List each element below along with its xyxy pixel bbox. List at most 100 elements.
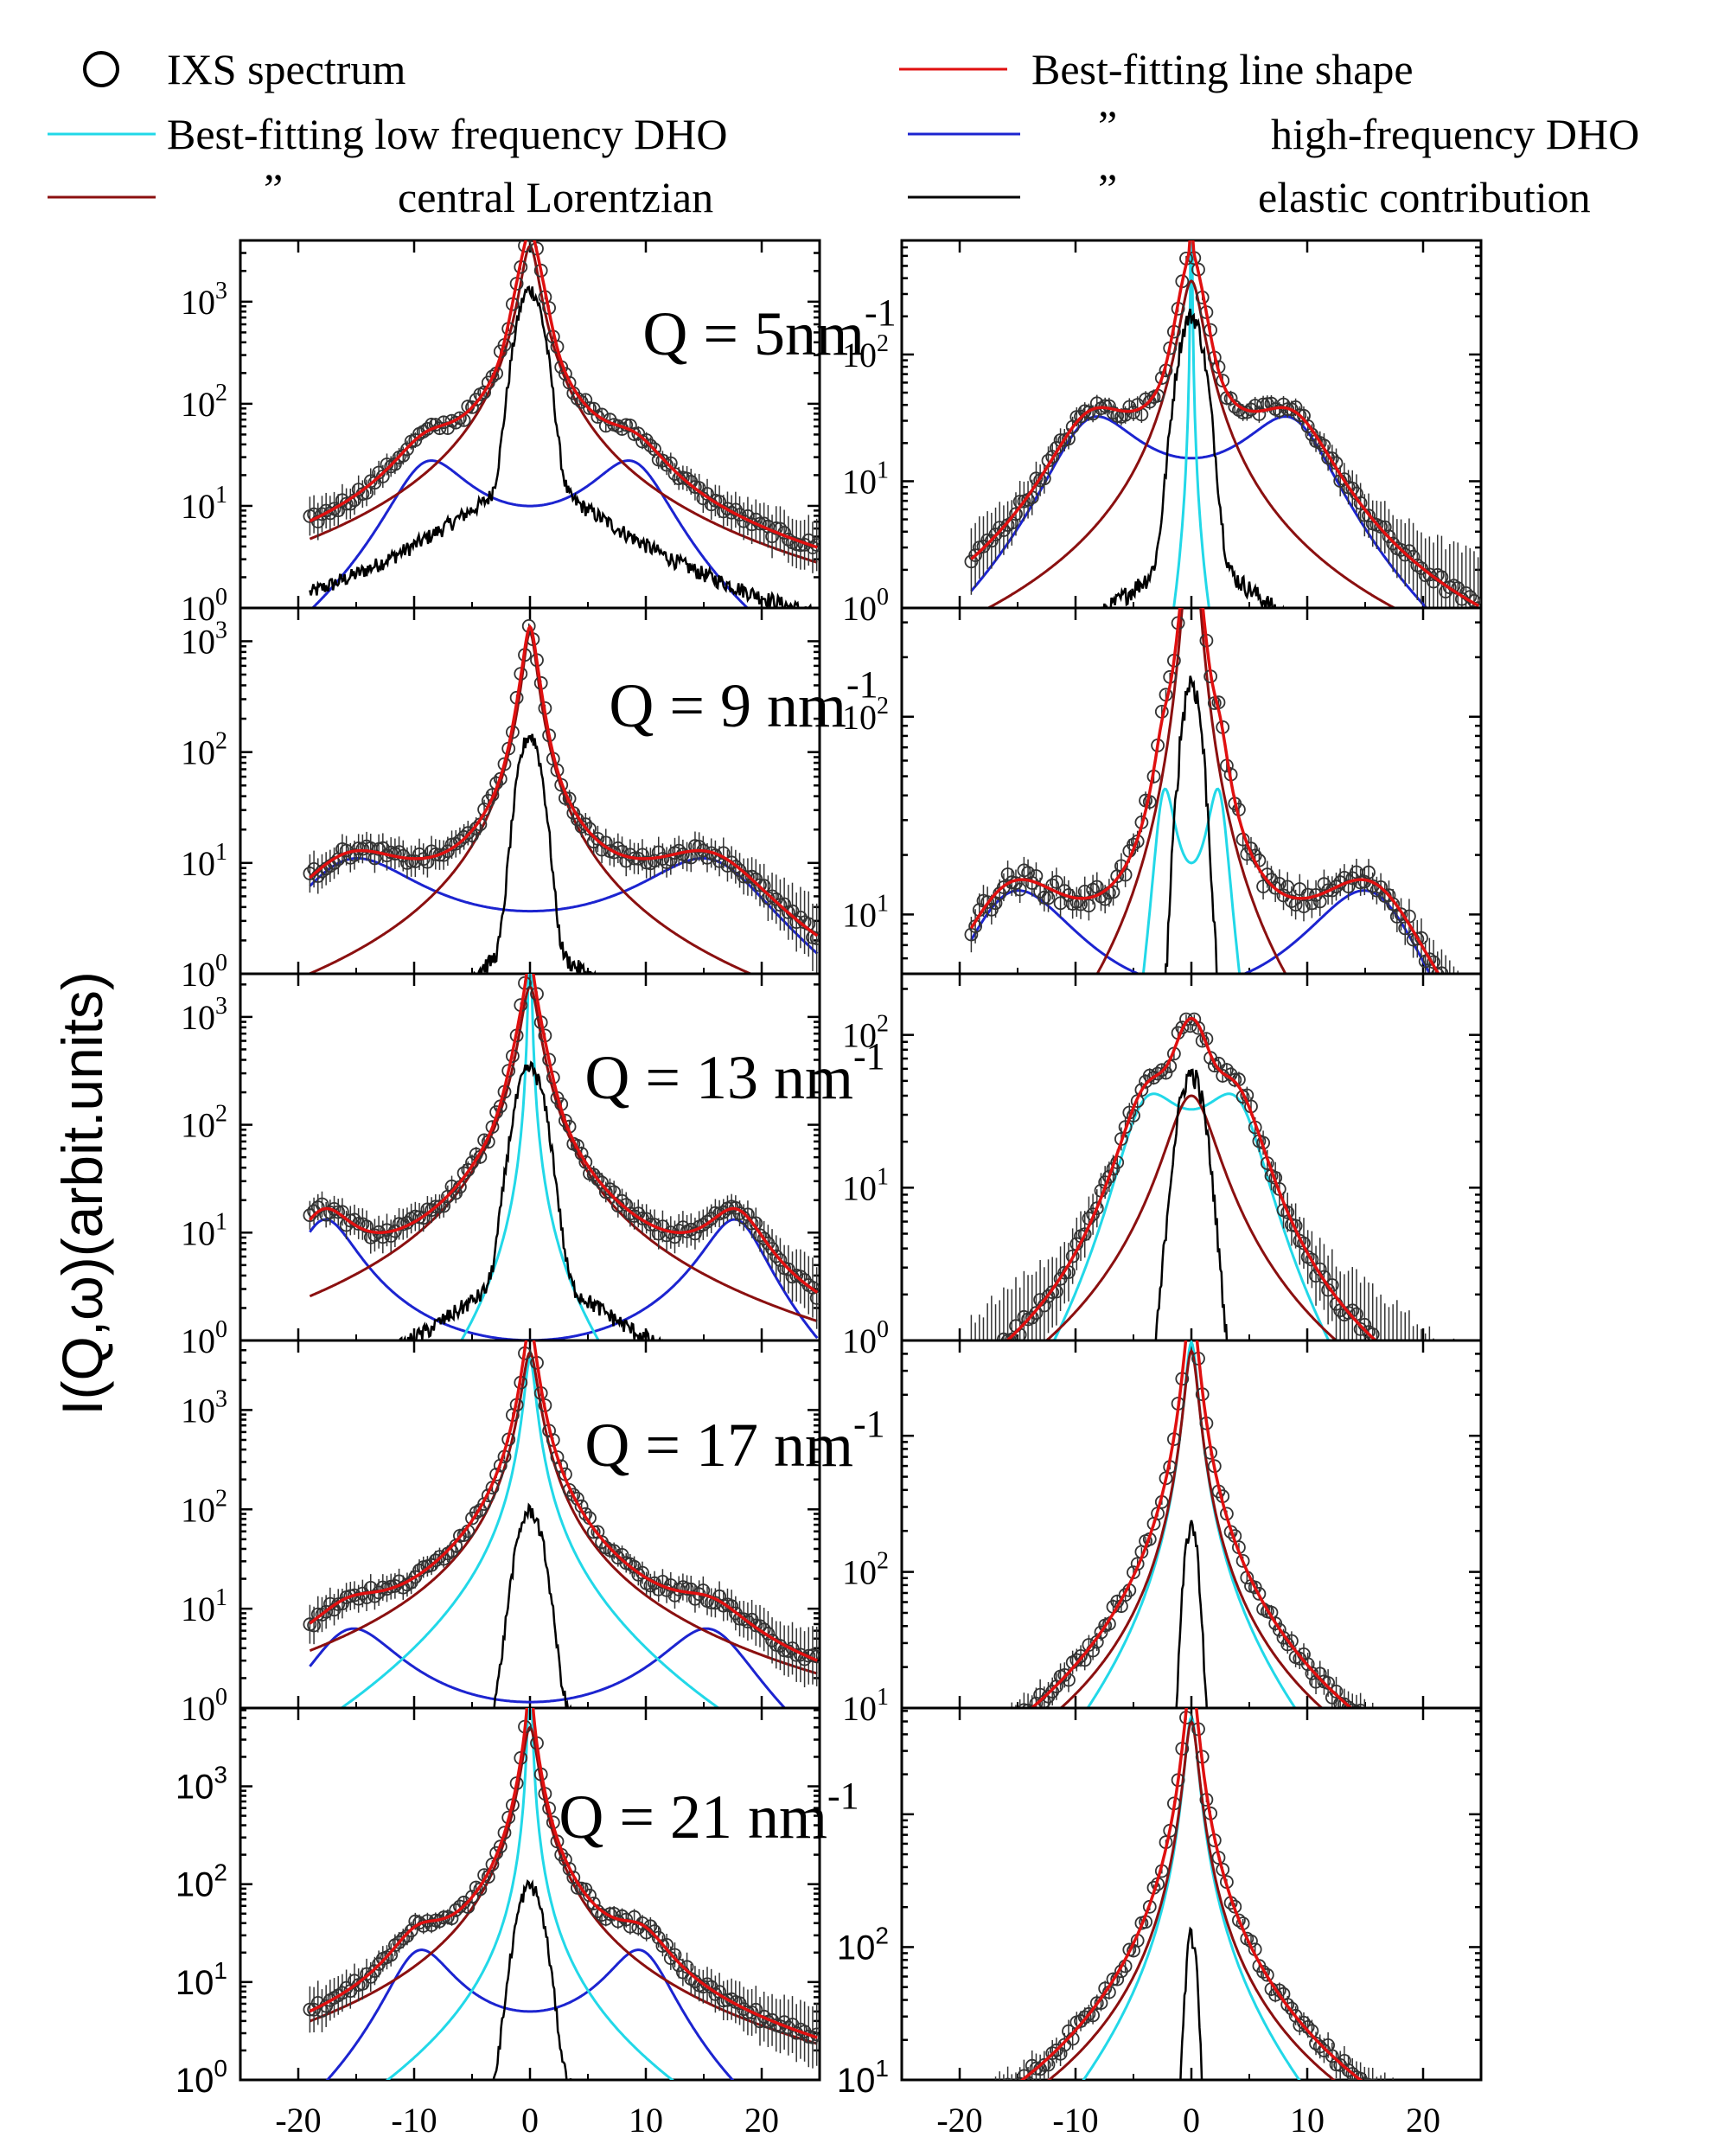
ixs-data-point: [384, 1229, 399, 1243]
ixs-data-point: [1444, 1388, 1456, 1400]
ixs-data-point: [527, 1327, 539, 1339]
central-lorentzian-curve: [1095, 608, 1287, 974]
ixs-data-point: [367, 1228, 382, 1243]
best-fitting-line-shape: [970, 240, 1480, 608]
legend-ditto-high-dho: ”: [1098, 101, 1117, 150]
ixs-data-point: [1154, 1063, 1169, 1078]
ixs-data-point: [627, 427, 642, 441]
x-tick-label: 0: [521, 2101, 539, 2140]
ixs-data-point: [387, 457, 402, 471]
ixs-data-point: [319, 1604, 334, 1619]
ixs-data-point: [1293, 408, 1307, 423]
ixs-data-point: [1472, 1400, 1484, 1412]
y-tick-label: 102: [842, 693, 889, 737]
panel-r3-right: 100 101 102: [842, 972, 1484, 1412]
ixs-data-point: [773, 1253, 788, 1267]
ixs-data-point: [1472, 1021, 1484, 1033]
best-fitting-line-shape: [1005, 1016, 1378, 1340]
ixs-data-point: [1435, 1386, 1447, 1398]
ixs-data-point: [1353, 1322, 1368, 1336]
ixs-data-point: [1456, 1770, 1468, 1782]
y-tick-label: 101: [842, 890, 889, 934]
ixs-data-point: [1440, 1392, 1452, 1404]
ixs-data-point: [1000, 867, 1015, 881]
ixs-data-point: [425, 1558, 439, 1572]
ixs-data-point: [425, 1203, 439, 1218]
ixs-data-point: [700, 1214, 714, 1229]
y-tick-label: 100: [181, 1684, 227, 1728]
ixs-data-point: [441, 844, 455, 859]
ixs-data-point: [1029, 1306, 1044, 1321]
central-lorentzian-curve: [309, 244, 818, 564]
q-labels: Q = 5nm-1 Q = 9 nm-1 Q = 13 nm-1 Q = 17 nm-…: [559, 291, 896, 1852]
y-tick-label: 102: [181, 1101, 227, 1145]
ixs-data-point: [1468, 1399, 1480, 1411]
best-fitting-line-shape: [309, 1708, 818, 2039]
ixs-data-point: [523, 918, 535, 930]
ixs-data-point: [1374, 880, 1388, 894]
ixs-spectrum-points: [994, 1711, 1484, 2150]
ixs-data-point: [1345, 1703, 1359, 1708]
ixs-data-point: [720, 502, 735, 516]
legend-marker-ixs: [83, 51, 119, 87]
ixs-data-point: [523, 1652, 535, 1664]
ixs-data-point: [1435, 1759, 1447, 1771]
best-fitting-line-shape: [309, 624, 819, 937]
ixs-data-point: [1358, 1711, 1370, 1724]
ixs-data-point: [1232, 1913, 1246, 1928]
y-tick-label: 102: [181, 380, 227, 424]
ixs-data-point: [1312, 2039, 1327, 2054]
y-tick-label: 103: [181, 993, 227, 1037]
ixs-data-point: [1472, 2138, 1484, 2150]
y-tick-label: 101: [181, 839, 227, 883]
ixs-data-point: [1037, 890, 1051, 905]
ixs-data-point: [986, 1341, 998, 1353]
ixs-data-point: [1345, 2067, 1360, 2080]
ixs-data-point: [1272, 1622, 1286, 1637]
ixs-data-point: [667, 467, 682, 481]
y-tick-label: 100: [176, 2055, 227, 2100]
ixs-data-point: [1394, 543, 1408, 557]
legend-label-elastic: elastic contribution: [1258, 173, 1591, 221]
y-tick-label: 103: [181, 278, 227, 322]
best-fitting-line-shape: [309, 1340, 819, 1662]
ixs-data-point: [1379, 2086, 1391, 2098]
ixs-data-point: [1460, 1001, 1472, 1013]
ixs-spectrum-points: [964, 251, 1481, 608]
ixs-data-point: [1468, 1787, 1480, 1799]
elastic-contribution-curve: [1164, 675, 1218, 974]
ixs-data-point: [453, 1899, 467, 1914]
ixs-data-point: [1006, 2086, 1018, 2098]
y-tick-label: 102: [842, 1011, 889, 1055]
ixs-data-point: [1029, 1696, 1044, 1708]
ixs-data-point: [1276, 1630, 1291, 1645]
ixs-data-point: [331, 1205, 346, 1219]
ixs-data-point: [416, 1211, 431, 1225]
ixs-data-point: [1297, 2015, 1311, 2030]
ixs-data-point: [1191, 1020, 1205, 1035]
ixs-data-point: [1285, 894, 1299, 908]
y-tick-label: 101: [176, 1957, 227, 2002]
ixs-data-point: [1021, 1703, 1035, 1708]
elastic-contribution-curve: [462, 733, 597, 974]
ixs-data-point: [607, 845, 622, 860]
ixs-data-point: [428, 1200, 443, 1214]
x-tick-label: -10: [1052, 2101, 1098, 2140]
central-lorentzian-curve: [309, 630, 754, 974]
ixs-data-point: [655, 453, 670, 468]
ixs-data-point: [1026, 1705, 1038, 1708]
ixs-data-point: [1391, 2104, 1403, 2116]
ixs-data-point: [1098, 399, 1113, 413]
ixs-data-point: [559, 1852, 572, 1867]
ixs-data-point: [741, 1207, 755, 1222]
low-frequency-dho-curve: [339, 1356, 721, 1708]
q-label-row-1: Q = 5nm-1: [642, 291, 896, 368]
ixs-data-point: [1456, 1394, 1468, 1406]
ixs-data-point: [578, 1507, 593, 1521]
ixs-data-point: [1423, 1750, 1435, 1763]
y-tick-label: 100: [842, 1316, 889, 1360]
ixs-data-point: [993, 1346, 1006, 1358]
ixs-data-point: [456, 829, 471, 844]
ixs-data-point: [375, 470, 390, 483]
ixs-data-point: [1452, 1387, 1464, 1399]
